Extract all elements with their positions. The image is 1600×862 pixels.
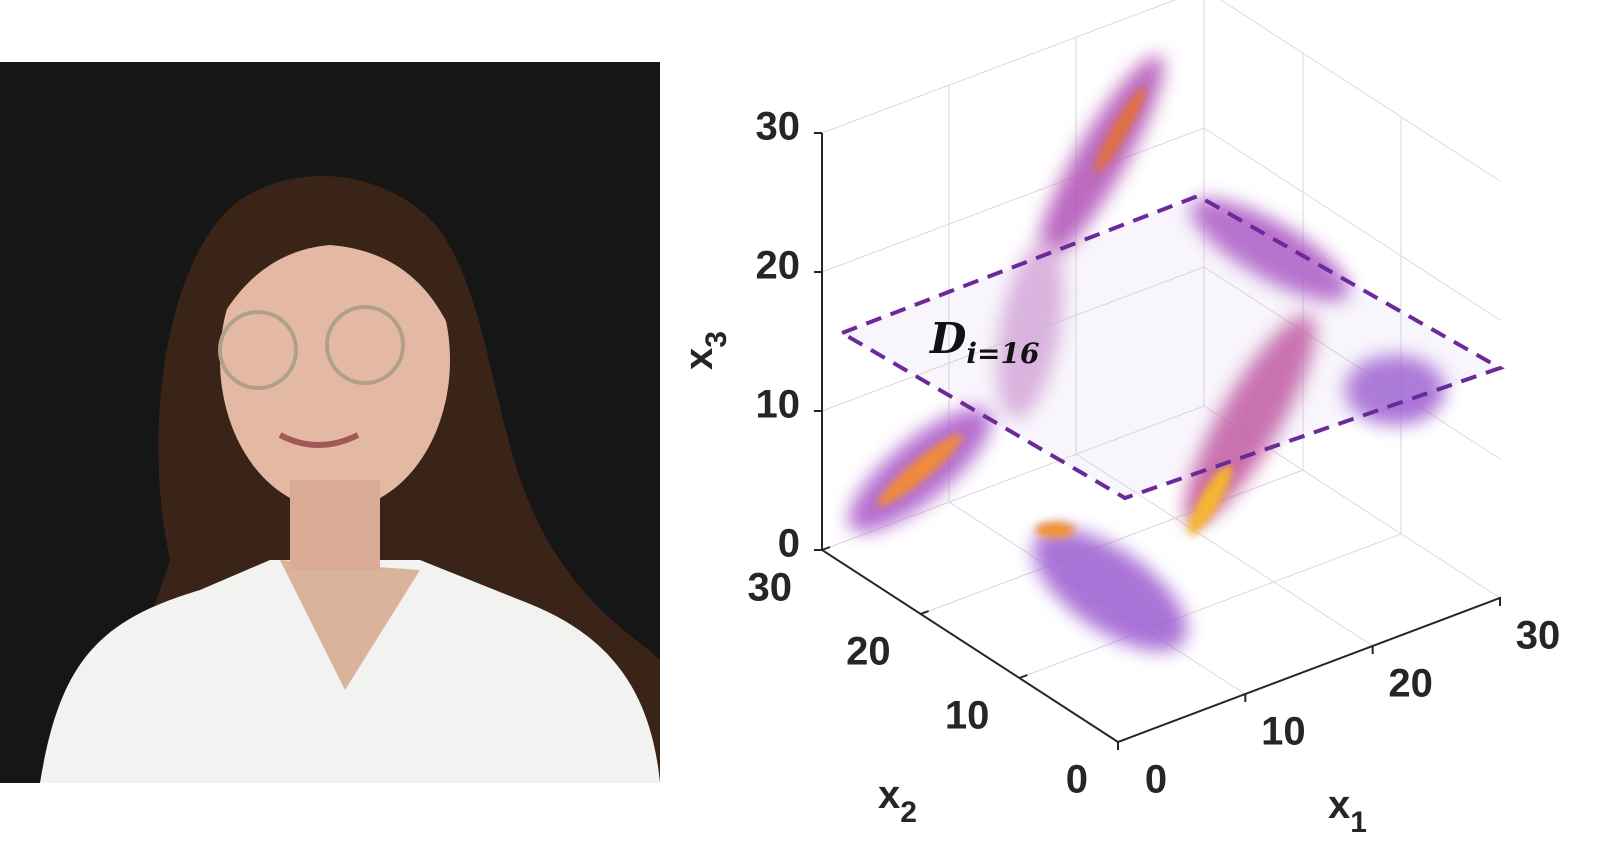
x1-subscript: 1 — [1350, 806, 1367, 839]
x2-tick — [1018, 674, 1028, 679]
x3-tick-label: 30 — [756, 105, 801, 149]
x2-tick-label: 10 — [945, 694, 990, 738]
x2-tick — [920, 610, 930, 615]
x3-label: x — [677, 348, 721, 370]
x3-tick-label: 20 — [756, 244, 801, 288]
x3-tick-label: 10 — [756, 383, 801, 427]
x3-axis-label: x3 — [677, 331, 733, 370]
x2-tick-label: 20 — [846, 630, 891, 674]
x2-label: x — [878, 773, 900, 817]
x3-tick-label: 0 — [778, 522, 800, 566]
x2-tick — [821, 546, 831, 551]
x1-axis-label: x1 — [1328, 783, 1367, 839]
x1-tick-label: 30 — [1516, 614, 1561, 658]
x2-tick-label: 30 — [748, 566, 793, 610]
slice-symbol: D — [929, 314, 967, 363]
density-core — [877, 86, 1232, 538]
x1-tick-label: 0 — [1145, 758, 1167, 802]
x1-tick-label: 20 — [1388, 662, 1433, 706]
x2-subscript: 2 — [900, 796, 917, 829]
x2-tick-label: 0 — [1066, 758, 1088, 802]
slice-subscript: i=16 — [966, 337, 1039, 370]
x1-tick-label: 10 — [1261, 710, 1306, 754]
x2-axis-label: x2 — [878, 773, 917, 829]
slice-label: Di=16 — [929, 314, 1039, 370]
x1-label: x — [1328, 783, 1350, 827]
portrait-photo — [0, 62, 660, 783]
x2-tick — [1117, 738, 1127, 743]
x3-subscript: 3 — [700, 331, 733, 348]
slice-plane — [837, 193, 1505, 501]
